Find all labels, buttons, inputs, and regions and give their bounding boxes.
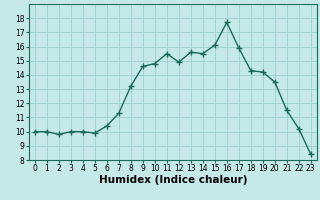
X-axis label: Humidex (Indice chaleur): Humidex (Indice chaleur) xyxy=(99,175,247,185)
